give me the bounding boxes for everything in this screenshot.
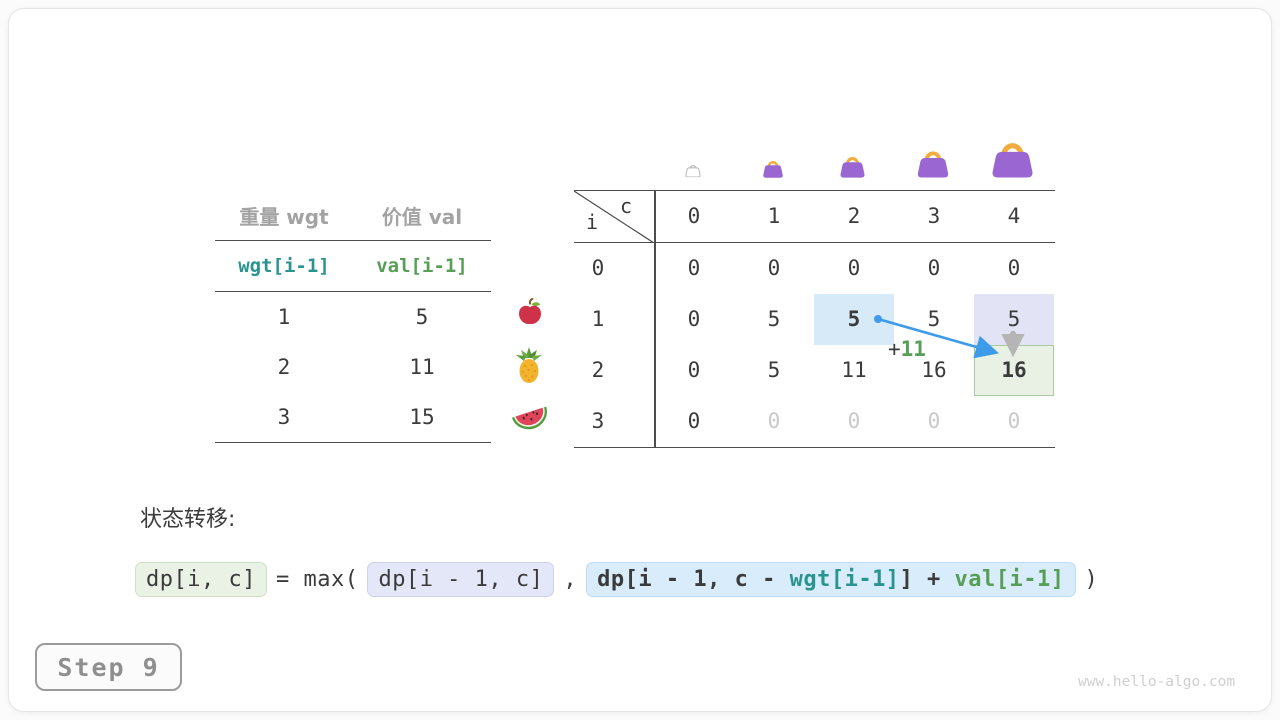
site-watermark: www.hello-algo.com (1078, 674, 1236, 690)
formula-take-wgt: wgt[i-1] (789, 567, 900, 592)
table-row: 3 15 (215, 393, 491, 443)
col-header: 4 (1007, 204, 1021, 229)
transition-formula: dp[i, c] = max( dp[i - 1, c] , dp[i - 1,… (135, 562, 1098, 597)
weight-cell: 2 (277, 355, 291, 380)
dp-cell: 16 (921, 358, 947, 382)
dp-cell: 0 (847, 256, 861, 280)
dp-row-2: 2 0 5 11 16 16 (574, 344, 1055, 396)
transition-heading: 状态转移: (140, 507, 236, 532)
dp-cell-source-highlight: 5 (814, 293, 894, 345)
dp-cell: 5 (767, 358, 781, 382)
weight-value-header-row: 重量 wgt 价值 val (215, 190, 491, 241)
table-row: 1 5 (215, 292, 491, 342)
formula-take-prefix: dp[i - 1, c - (597, 567, 790, 592)
val-expression: val[i-1] (376, 255, 468, 277)
dp-cell-pending: 0 (847, 409, 861, 433)
dp-cell-pending: 0 (1007, 409, 1021, 433)
bag-medium-icon (839, 152, 866, 178)
added-value: 11 (900, 337, 926, 361)
step-badge: Step 9 (35, 643, 182, 691)
dp-cell-current-highlight: 16 (974, 344, 1054, 396)
dp-row-0: 0 0 0 0 0 0 (574, 243, 1055, 294)
row-header: 2 (591, 358, 605, 382)
value-cell: 5 (415, 305, 429, 330)
formula-take-val: val[i-1] (954, 567, 1065, 592)
capacity-axis-label: c (620, 194, 633, 218)
dp-corner-cell: c i (574, 191, 654, 243)
col-header: 1 (767, 204, 781, 229)
table-row: 2 11 (215, 342, 491, 392)
weight-cell: 1 (277, 305, 291, 330)
apple-icon (515, 297, 545, 332)
dp-row-1: 1 0 5 5 5 5 (574, 293, 1055, 345)
dp-cell-pending: 0 (927, 409, 941, 433)
weight-value-table: 重量 wgt 价值 val wgt[i-1] val[i-1] 1 5 2 11… (215, 190, 491, 443)
dp-cell: 5 (767, 307, 781, 331)
bag-xlarge-icon (990, 135, 1035, 178)
bag-large-icon (916, 145, 950, 178)
dp-cell: 0 (927, 256, 941, 280)
item-axis-label: i (586, 210, 599, 234)
dp-cell: 0 (687, 358, 701, 382)
formula-lhs: dp[i, c] (135, 562, 267, 597)
dp-cell-above-highlight: 5 (974, 293, 1054, 345)
value-cell: 15 (409, 405, 435, 430)
dp-cell: 0 (687, 409, 701, 433)
formula-comma: , (563, 567, 578, 592)
formula-option-take: dp[i - 1, c - wgt[i-1]] + val[i-1] (586, 562, 1076, 597)
formula-option-keep: dp[i - 1, c] (367, 562, 555, 597)
dp-cell: 0 (687, 256, 701, 280)
empty-bag-icon (685, 161, 701, 178)
dp-table: c i 0 1 2 3 4 0 0 0 0 0 0 1 0 5 5 5 5 2 (574, 190, 1055, 448)
col-header: 3 (927, 204, 941, 229)
added-value-label: +11 (888, 337, 926, 361)
dp-row-3: 3 0 0 0 0 0 (574, 396, 1055, 447)
weight-cell: 3 (277, 405, 291, 430)
dp-cell: 0 (767, 256, 781, 280)
dp-header-row: c i 0 1 2 3 4 (574, 191, 1055, 243)
dp-cell-pending: 0 (767, 409, 781, 433)
formula-eq-max: = max( (275, 567, 359, 592)
formula-close-paren: ) (1084, 567, 1099, 592)
dp-cell: 11 (841, 358, 867, 382)
wgt-expression: wgt[i-1] (238, 255, 330, 277)
row-header: 0 (591, 256, 605, 280)
watermelon-icon (511, 403, 549, 441)
bag-small-icon (762, 157, 784, 178)
plus-sign: + (888, 337, 901, 361)
weight-header: 重量 wgt (239, 204, 329, 229)
row-header: 3 (591, 409, 605, 433)
row-header: 1 (591, 307, 605, 331)
dp-table-divider (654, 191, 656, 447)
value-cell: 11 (409, 355, 435, 380)
weight-value-subheader-row: wgt[i-1] val[i-1] (215, 241, 491, 292)
formula-take-mid: ] + (899, 567, 955, 592)
col-header: 2 (847, 204, 861, 229)
dp-cell: 0 (1007, 256, 1021, 280)
dp-cell: 0 (687, 307, 701, 331)
pineapple-icon (512, 346, 546, 388)
value-header: 价值 val (381, 204, 463, 229)
col-header: 0 (687, 204, 701, 229)
